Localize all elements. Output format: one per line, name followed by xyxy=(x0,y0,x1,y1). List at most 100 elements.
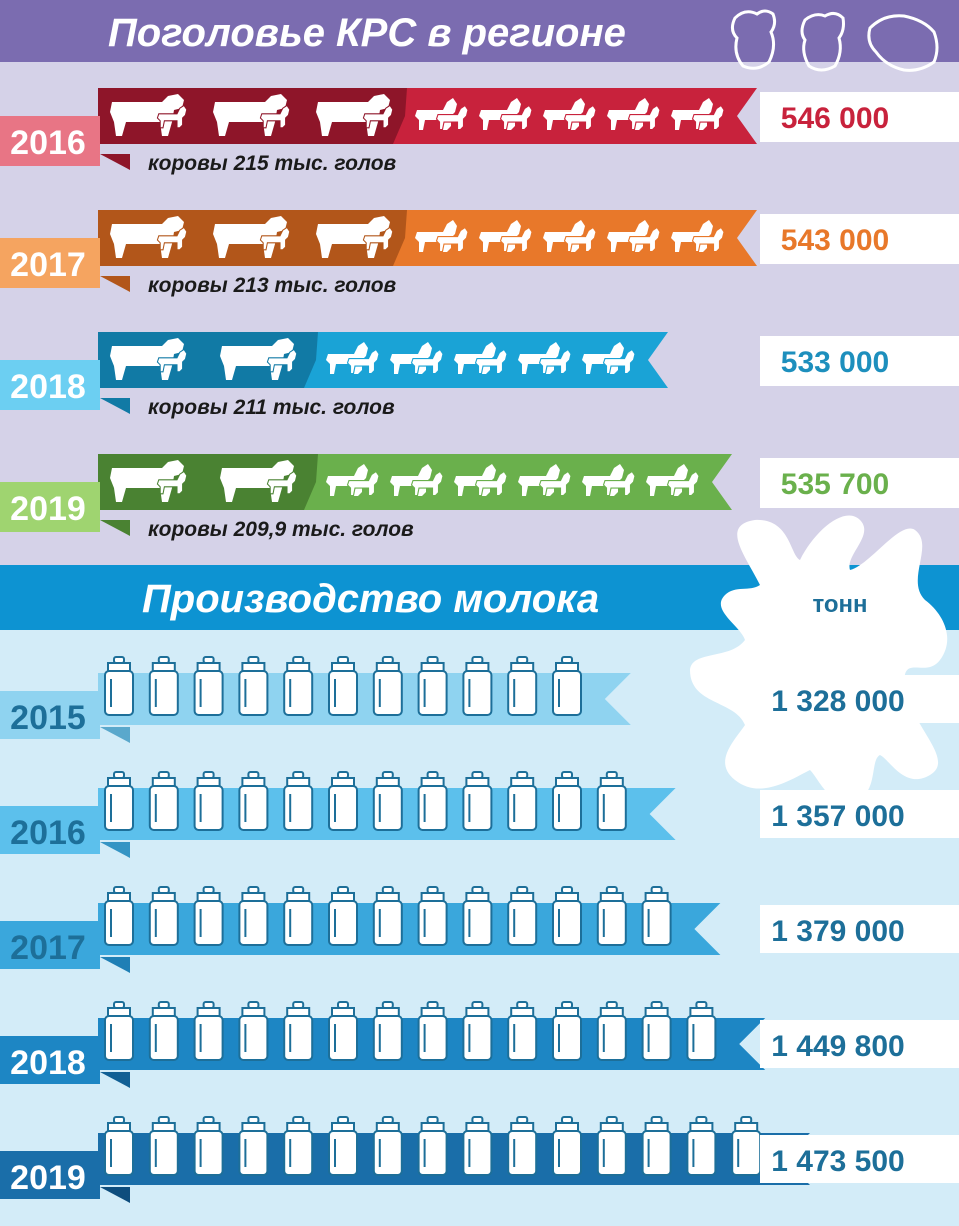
goat-icon xyxy=(671,98,725,131)
milk-can-icon xyxy=(104,1001,134,1061)
milk-can-icon xyxy=(596,886,627,946)
value-box xyxy=(760,1135,959,1183)
can-body xyxy=(148,1130,179,1176)
milk-can-icon xyxy=(552,1001,582,1061)
can-neck xyxy=(151,892,176,902)
ribbon-fold xyxy=(100,727,130,743)
kid-shape xyxy=(410,348,444,375)
milk-can-icon xyxy=(462,656,493,716)
can-body xyxy=(193,1130,224,1176)
cow-icon xyxy=(316,94,394,136)
calf-shape xyxy=(156,104,188,129)
cattle-section-title: Поголовье КРС в регионе xyxy=(108,11,626,55)
can-body xyxy=(552,900,582,946)
can-body xyxy=(596,1130,627,1176)
can-neck xyxy=(420,1007,445,1017)
can-body xyxy=(686,1015,717,1061)
kid-shape xyxy=(499,226,533,253)
goat-icon xyxy=(518,464,572,497)
goat-icon xyxy=(543,220,597,253)
can-neck xyxy=(241,892,266,902)
cow-icon xyxy=(316,216,394,258)
kid-shape xyxy=(435,104,469,131)
goat-icon xyxy=(479,220,533,253)
milk-row: 2015 1 328 000 xyxy=(0,656,959,743)
can-neck xyxy=(375,1122,400,1132)
kid-shape xyxy=(563,226,597,253)
data-bar xyxy=(98,673,631,725)
goat-icon xyxy=(390,342,444,375)
can-neck xyxy=(331,1122,355,1132)
can-body xyxy=(328,1130,358,1176)
can-body xyxy=(283,1015,314,1061)
year-tab xyxy=(0,921,100,969)
ribbon-fold xyxy=(100,398,130,414)
can-body xyxy=(462,670,493,716)
can-neck xyxy=(286,662,311,672)
can-neck xyxy=(151,777,176,787)
goat-icon xyxy=(607,220,661,253)
can-neck xyxy=(420,777,445,787)
year-label: 2015 xyxy=(10,699,86,737)
milk-can-icon xyxy=(193,771,224,831)
can-body xyxy=(283,785,314,831)
data-bar xyxy=(98,903,721,955)
can-body xyxy=(328,900,358,946)
can-body xyxy=(283,670,314,716)
can-body xyxy=(328,785,358,831)
can-body xyxy=(283,900,314,946)
cattle-row: 2017 коровы 213 тыс. голов 543 000 xyxy=(0,210,959,297)
cow-count-label: коровы 209,9 тыс. голов xyxy=(148,518,414,541)
year-tab xyxy=(0,1151,100,1199)
can-body xyxy=(238,1130,269,1176)
milk-splash-icon xyxy=(690,515,948,803)
cow-shape xyxy=(110,94,184,136)
milk-row: 2017 1 379 000 xyxy=(0,886,959,973)
can-neck xyxy=(734,1122,759,1132)
goat-icon xyxy=(518,342,572,375)
can-body xyxy=(507,900,538,946)
kid-shape xyxy=(538,470,572,497)
data-bar xyxy=(98,1133,810,1185)
cow-icon xyxy=(213,94,291,136)
cow-shape xyxy=(220,338,294,380)
can-body xyxy=(462,1130,493,1176)
can-body xyxy=(104,785,134,831)
can-body xyxy=(372,900,403,946)
milk-can-icon xyxy=(148,1001,179,1061)
can-neck xyxy=(555,662,579,672)
can-neck xyxy=(286,777,311,787)
can-neck xyxy=(510,1122,535,1132)
can-body xyxy=(552,1015,582,1061)
can-body xyxy=(193,900,224,946)
can-neck xyxy=(107,662,131,672)
can-neck xyxy=(196,777,221,787)
can-body xyxy=(148,670,179,716)
can-body xyxy=(596,900,627,946)
kid-shape xyxy=(538,348,572,375)
value-label: 535 700 xyxy=(781,468,889,501)
milk-can-icon xyxy=(507,1116,538,1176)
can-neck xyxy=(465,892,490,902)
can-body xyxy=(372,1130,403,1176)
can-neck xyxy=(107,1007,131,1017)
year-tab xyxy=(0,238,100,288)
cow-icon xyxy=(110,338,188,380)
cow-icon xyxy=(110,94,188,136)
can-neck xyxy=(599,777,624,787)
goat-icon xyxy=(326,342,380,375)
can-neck xyxy=(241,1007,266,1017)
goat-icon xyxy=(415,98,469,131)
milk-can-icon xyxy=(148,771,179,831)
cow-icon xyxy=(110,460,188,502)
can-neck xyxy=(375,662,400,672)
can-neck xyxy=(644,1122,669,1132)
cattle-section-header xyxy=(0,0,959,62)
goat-icon xyxy=(646,464,700,497)
can-body xyxy=(552,1130,582,1176)
milk-can-icon xyxy=(686,1001,717,1061)
milk-can-icon xyxy=(417,1116,448,1176)
can-neck xyxy=(241,777,266,787)
can-body xyxy=(148,900,179,946)
